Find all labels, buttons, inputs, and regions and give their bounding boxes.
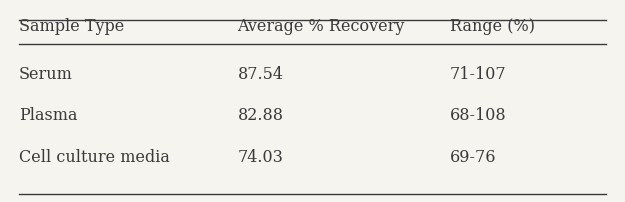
Text: Plasma: Plasma	[19, 107, 78, 124]
Text: Range (%): Range (%)	[450, 18, 535, 35]
Text: Serum: Serum	[19, 65, 72, 82]
Text: 71-107: 71-107	[450, 65, 507, 82]
Text: 69-76: 69-76	[450, 148, 496, 165]
Text: 82.88: 82.88	[238, 107, 284, 124]
Text: 74.03: 74.03	[238, 148, 283, 165]
Text: 87.54: 87.54	[238, 65, 284, 82]
Text: Average % Recovery: Average % Recovery	[238, 18, 405, 35]
Text: 68-108: 68-108	[450, 107, 507, 124]
Text: Cell culture media: Cell culture media	[19, 148, 169, 165]
Text: Sample Type: Sample Type	[19, 18, 124, 35]
